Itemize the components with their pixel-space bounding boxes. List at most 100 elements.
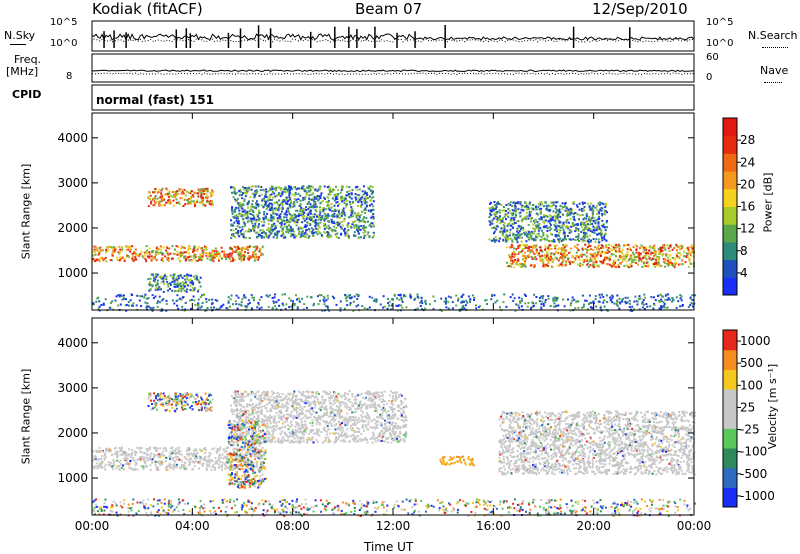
heatmap-cell bbox=[143, 459, 146, 462]
heatmap-cell bbox=[156, 466, 159, 469]
heatmap-cell bbox=[616, 245, 619, 248]
heatmap-cell bbox=[240, 193, 243, 196]
heatmap-cell bbox=[325, 208, 328, 211]
heatmap-cell bbox=[220, 468, 223, 471]
heatmap-cell bbox=[176, 190, 179, 193]
heatmap-cell bbox=[177, 307, 180, 310]
heatmap-cell bbox=[307, 214, 310, 216]
heatmap-cell bbox=[167, 253, 170, 256]
heatmap-cell bbox=[144, 293, 147, 296]
heatmap-cell bbox=[165, 245, 168, 248]
heatmap-cell bbox=[303, 208, 306, 211]
heatmap-cell bbox=[304, 234, 306, 237]
heatmap-cell bbox=[643, 255, 645, 258]
heatmap-cell bbox=[600, 234, 603, 237]
heatmap-cell bbox=[346, 233, 349, 236]
heatmap-cell bbox=[505, 230, 507, 233]
heatmap-cell bbox=[249, 196, 252, 199]
heatmap-cell bbox=[326, 305, 329, 308]
heatmap-cell bbox=[380, 408, 383, 411]
heatmap-cell bbox=[561, 263, 564, 266]
heatmap-cell bbox=[538, 218, 541, 221]
heatmap-cell bbox=[175, 283, 178, 286]
heatmap-cell bbox=[164, 446, 167, 449]
heatmap-cell bbox=[278, 304, 281, 307]
heatmap-cell bbox=[257, 226, 259, 229]
heatmap-cell bbox=[180, 188, 183, 191]
heatmap-cell bbox=[662, 253, 665, 256]
heatmap-cell bbox=[146, 459, 149, 462]
heatmap-cell bbox=[524, 295, 527, 297]
heatmap-cell bbox=[145, 306, 148, 309]
heatmap-cell bbox=[92, 302, 95, 305]
heatmap-cell bbox=[267, 295, 270, 298]
heatmap-cell bbox=[545, 215, 548, 217]
heatmap-cell bbox=[258, 194, 261, 197]
heatmap-cell bbox=[200, 189, 203, 192]
heatmap-cell bbox=[280, 218, 282, 220]
heatmap-cell bbox=[157, 300, 160, 303]
heatmap-cell bbox=[546, 234, 548, 237]
heatmap-cell bbox=[308, 206, 311, 209]
heatmap-cell bbox=[581, 306, 584, 309]
heatmap-cell bbox=[520, 206, 523, 208]
heatmap-cell bbox=[238, 252, 241, 255]
heatmap-cell bbox=[206, 463, 208, 466]
heatmap-cell bbox=[195, 455, 197, 458]
heatmap-cell bbox=[656, 295, 659, 298]
heatmap-cell bbox=[512, 232, 515, 235]
heatmap-cell bbox=[287, 209, 290, 212]
heatmap-cell bbox=[174, 449, 176, 452]
heatmap-cell bbox=[603, 305, 606, 308]
heatmap-cell bbox=[537, 203, 540, 206]
heatmap-cell bbox=[654, 250, 657, 253]
heatmap-cell bbox=[231, 212, 234, 215]
heatmap-cell bbox=[159, 309, 162, 312]
heatmap-cell bbox=[148, 191, 151, 194]
heatmap-cell bbox=[359, 228, 362, 231]
heatmap-cell bbox=[250, 185, 253, 188]
heatmap-cell bbox=[621, 300, 624, 303]
heatmap-cell bbox=[136, 446, 139, 449]
heatmap-cell bbox=[176, 279, 179, 282]
heatmap-cell bbox=[305, 224, 308, 227]
heatmap-cell bbox=[559, 204, 562, 207]
heatmap-cell bbox=[321, 200, 324, 203]
heatmap-cell bbox=[275, 213, 278, 216]
heatmap-cell bbox=[272, 212, 275, 215]
heatmap-cell bbox=[530, 246, 533, 249]
heatmap-cell bbox=[241, 249, 243, 252]
heatmap-cell bbox=[176, 280, 179, 283]
heatmap-cell bbox=[155, 247, 158, 250]
heatmap-cell bbox=[97, 307, 100, 310]
heatmap-cell bbox=[300, 232, 303, 235]
heatmap-cell bbox=[226, 453, 229, 456]
heatmap-cell bbox=[460, 296, 463, 299]
heatmap-cell bbox=[131, 449, 133, 452]
heatmap-cell bbox=[460, 307, 463, 310]
heatmap-cell bbox=[555, 229, 558, 232]
heatmap-cell bbox=[531, 244, 534, 247]
heatmap-cell bbox=[196, 457, 198, 460]
heatmap-cell bbox=[176, 304, 179, 307]
heatmap-cell bbox=[581, 248, 584, 251]
heatmap-cell bbox=[224, 255, 227, 258]
heatmap-cell bbox=[633, 308, 635, 311]
heatmap-cell bbox=[247, 452, 250, 455]
heatmap-cell bbox=[159, 204, 161, 207]
heatmap-cell bbox=[148, 447, 151, 450]
heatmap-cell bbox=[162, 252, 165, 255]
heatmap-cell bbox=[577, 249, 580, 252]
heatmap-cell bbox=[160, 259, 163, 261]
heatmap-cell bbox=[282, 236, 285, 239]
heatmap-cell bbox=[475, 304, 477, 307]
heatmap-cell bbox=[182, 281, 184, 284]
heatmap-cell bbox=[308, 218, 311, 221]
heatmap-cell bbox=[211, 302, 214, 305]
heatmap-cell bbox=[193, 454, 196, 457]
heatmap-cell bbox=[294, 191, 297, 194]
heatmap-cell bbox=[374, 440, 377, 443]
heatmap-cell bbox=[95, 300, 98, 303]
heatmap-cell bbox=[351, 428, 353, 431]
heatmap-cell bbox=[258, 298, 261, 301]
